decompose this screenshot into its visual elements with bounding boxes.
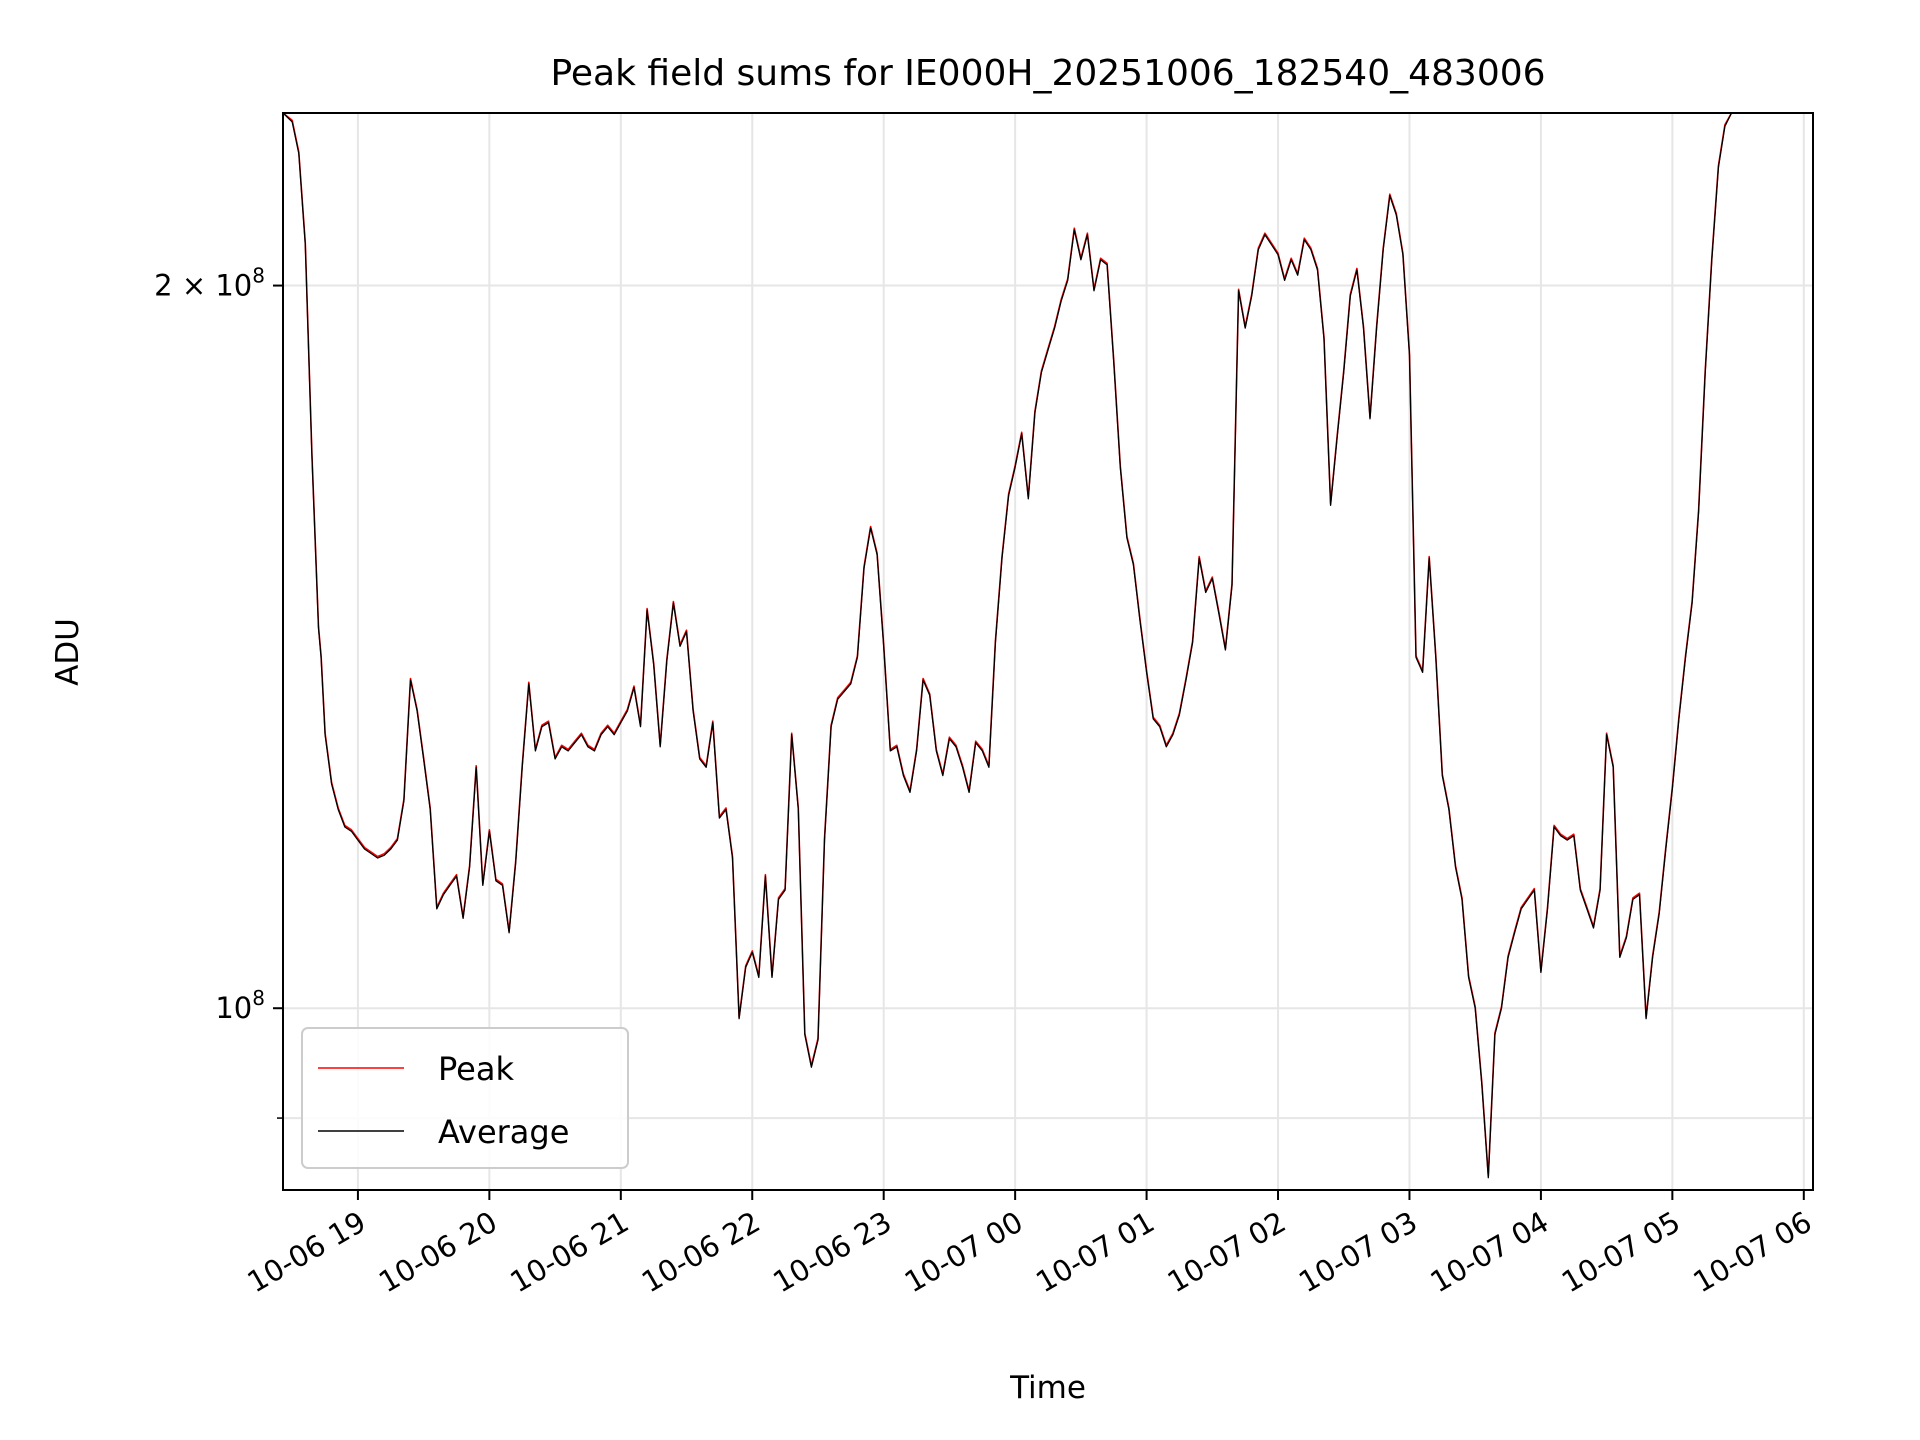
legend-box [301, 1027, 629, 1169]
chart-title: Peak field sums for IE000H_20251006_1825… [550, 53, 1545, 94]
y-tick-label: 108 [215, 986, 265, 1025]
y-tick-base: 10 [215, 991, 252, 1025]
legend-label-average: Average [438, 1113, 569, 1151]
y-axis-title: ADU [50, 618, 86, 686]
y-tick-exponent: 8 [252, 986, 265, 1010]
legend-label-peak: Peak [438, 1050, 514, 1088]
x-axis-title: Time [1009, 1370, 1086, 1406]
y-tick-base: 2 × 10 [154, 269, 252, 303]
series-layer [282, 112, 1733, 1179]
legend: Peak Average [301, 1027, 629, 1169]
y-tick-exponent: 8 [252, 264, 265, 288]
y-tick-label: 2 × 108 [154, 264, 265, 303]
series-line-average [282, 112, 1733, 1179]
plot-frame [282, 112, 1814, 1191]
